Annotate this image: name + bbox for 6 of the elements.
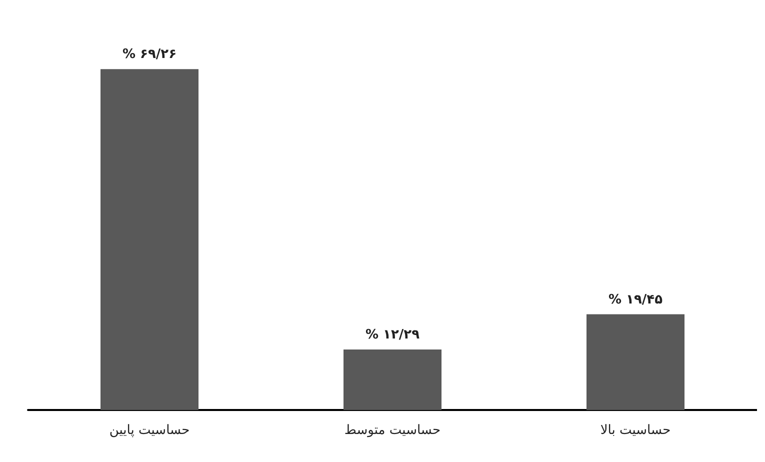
data-label: % ۱۲/۲۹ (365, 328, 420, 343)
x-tick-label: حساسیت متوسط (344, 423, 441, 438)
data-label: % ۶۹/۲۶ (122, 47, 177, 62)
x-tick-label: حساسیت پایین (109, 423, 190, 438)
data-label: % ۱۹/۴۵ (608, 292, 663, 308)
x-tick-label: حساسیت بالا (600, 423, 671, 438)
